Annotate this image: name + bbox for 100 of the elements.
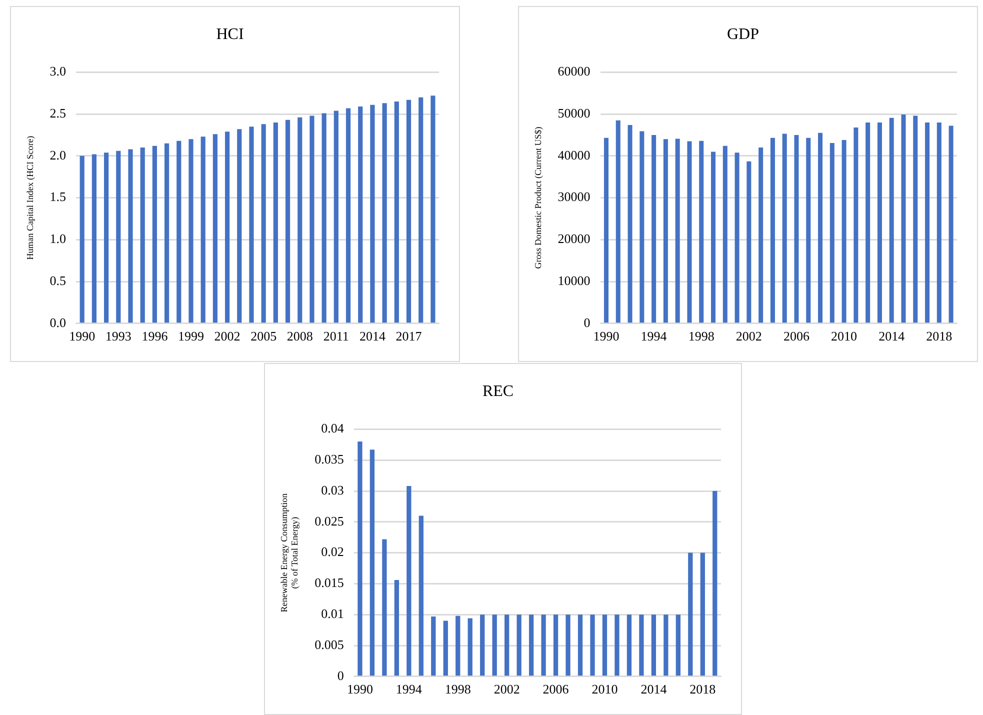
bar <box>794 135 799 323</box>
bar <box>382 103 387 323</box>
bar <box>200 136 206 323</box>
bar <box>710 152 716 323</box>
bar <box>640 131 644 323</box>
bar <box>614 614 620 676</box>
bar <box>116 150 121 323</box>
y-tick-label: 60000 <box>558 64 590 79</box>
bar <box>688 552 693 676</box>
x-tick-label: 2010 <box>592 682 618 697</box>
bar <box>418 97 424 323</box>
x-tick-label: 1994 <box>640 328 668 344</box>
bar <box>104 152 109 323</box>
bar <box>346 108 351 323</box>
bar <box>406 100 412 323</box>
bar <box>734 152 740 323</box>
bar <box>310 116 314 323</box>
x-tick-label: 1999 <box>178 328 204 344</box>
y-tick-label: 20000 <box>558 231 590 246</box>
bar <box>616 120 620 323</box>
x-tick-label: 1993 <box>105 328 132 344</box>
bar <box>901 114 906 323</box>
bar <box>128 149 133 323</box>
y-tick-label: 0.025 <box>314 513 344 528</box>
bar <box>877 122 882 323</box>
bar <box>480 614 485 676</box>
x-tick-label: 2010 <box>831 328 858 344</box>
bar <box>722 146 728 323</box>
bar <box>418 516 424 676</box>
x-tick-label: 1998 <box>444 682 471 697</box>
x-tick-label: 2006 <box>783 328 810 344</box>
bar <box>406 486 412 676</box>
y-tick-label: 0.0 <box>50 314 66 330</box>
bar <box>604 138 609 323</box>
y-tick-label: 0.04 <box>321 420 344 436</box>
y-tick-label: 0.01 <box>321 606 344 622</box>
y-tick-label: 1.0 <box>50 231 66 246</box>
bar <box>818 132 823 323</box>
y-tick-label: 0 <box>584 314 590 330</box>
bar <box>628 124 632 323</box>
x-tick-label: 2006 <box>542 682 570 697</box>
y-tick-label: 0.015 <box>314 575 344 590</box>
x-tick-label: 1994 <box>396 682 422 697</box>
bar <box>322 113 326 323</box>
y-tick-label: 0.5 <box>50 272 66 288</box>
bar <box>578 614 583 676</box>
x-tick-label: 1990 <box>346 682 373 697</box>
bar <box>699 140 704 323</box>
bar <box>516 614 522 676</box>
bar <box>746 161 752 323</box>
bar <box>602 614 608 676</box>
x-tick-label: 1996 <box>142 328 168 344</box>
y-tick-label: 0.02 <box>321 544 344 560</box>
chart-title: REC <box>482 382 514 400</box>
x-tick-label: 1990 <box>593 328 620 344</box>
bar <box>889 118 894 323</box>
x-tick-label: 2002 <box>214 328 240 344</box>
bar <box>285 120 290 323</box>
bar <box>237 129 242 323</box>
x-tick-label: 2002 <box>736 328 762 344</box>
y-tick-label: 2.0 <box>50 147 66 162</box>
x-tick-label: 2014 <box>359 328 386 344</box>
x-tick-label: 2018 <box>690 682 716 697</box>
y-axis-title: Renewable Energy Consumption (% of Total Energy) <box>278 492 300 612</box>
y-tick-label: 50000 <box>558 105 590 120</box>
bar <box>758 148 764 323</box>
y-axis-title: Human Capital Index (HCI Score) <box>24 136 35 260</box>
bar <box>936 122 942 323</box>
bar <box>652 135 656 323</box>
bar <box>664 614 668 676</box>
bar <box>273 122 278 323</box>
bar <box>663 139 668 323</box>
bar <box>456 616 460 676</box>
bar <box>224 132 230 323</box>
x-tick-label: 2014 <box>878 328 906 344</box>
y-axis-title: Gross Domestic Product (Current US$) <box>532 126 543 269</box>
bar <box>866 122 870 323</box>
chart-title: HCI <box>216 26 244 43</box>
bar <box>176 140 182 323</box>
y-tick-label: 40000 <box>558 147 590 162</box>
x-tick-label: 2011 <box>323 328 349 344</box>
bar <box>382 539 387 676</box>
x-tick-label: 2014 <box>640 682 668 697</box>
bar <box>261 124 266 323</box>
bar <box>528 614 534 676</box>
y-tick-label: 0 <box>337 668 344 683</box>
bar <box>431 616 436 676</box>
bar <box>80 156 84 323</box>
y-tick-label: 30000 <box>558 189 590 204</box>
bar <box>249 126 254 323</box>
bar <box>370 104 375 323</box>
bar <box>468 618 472 676</box>
bar <box>188 139 194 323</box>
y-tick-label: 0.03 <box>321 482 344 498</box>
bar <box>566 614 570 676</box>
bar <box>358 106 363 323</box>
bar <box>948 126 954 323</box>
bar <box>492 614 497 676</box>
bar <box>358 442 362 676</box>
bar <box>298 117 302 323</box>
